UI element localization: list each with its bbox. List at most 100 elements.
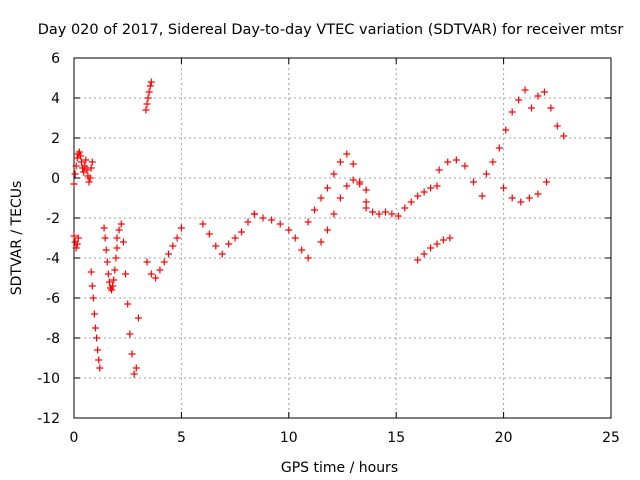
data-point bbox=[128, 350, 136, 358]
data-point bbox=[482, 170, 490, 178]
data-point bbox=[250, 210, 258, 218]
data-point bbox=[362, 186, 370, 194]
data-point bbox=[268, 216, 276, 224]
data-point bbox=[525, 194, 533, 202]
data-point bbox=[414, 256, 422, 264]
data-point bbox=[540, 88, 548, 96]
y-tick-label: -10 bbox=[37, 371, 60, 387]
data-point bbox=[420, 250, 428, 258]
data-point bbox=[110, 276, 118, 284]
data-point bbox=[199, 220, 207, 228]
data-point bbox=[165, 250, 173, 258]
data-point bbox=[500, 184, 508, 192]
data-point bbox=[72, 162, 80, 170]
data-point bbox=[311, 206, 319, 214]
data-point bbox=[553, 122, 561, 130]
x-axis-label: GPS time / hours bbox=[281, 460, 398, 476]
data-point bbox=[534, 190, 542, 198]
data-point bbox=[122, 270, 130, 278]
data-point bbox=[330, 170, 338, 178]
data-point bbox=[100, 224, 108, 232]
y-tick-label: 2 bbox=[51, 131, 60, 147]
data-point bbox=[401, 204, 409, 212]
data-point bbox=[439, 236, 447, 244]
data-point bbox=[134, 314, 142, 322]
data-point bbox=[304, 254, 312, 262]
data-point bbox=[547, 104, 555, 112]
data-point bbox=[461, 162, 469, 170]
data-point bbox=[298, 246, 306, 254]
data-point bbox=[89, 294, 97, 302]
data-point bbox=[143, 258, 151, 266]
data-point bbox=[452, 156, 460, 164]
data-point bbox=[147, 78, 155, 86]
data-point bbox=[478, 192, 486, 200]
data-point bbox=[88, 158, 96, 166]
data-point bbox=[534, 92, 542, 100]
data-point bbox=[113, 234, 121, 242]
data-point bbox=[96, 364, 104, 372]
data-point bbox=[521, 86, 529, 94]
data-point bbox=[81, 162, 89, 170]
data-point bbox=[285, 226, 293, 234]
data-point bbox=[169, 242, 177, 250]
data-point bbox=[336, 158, 344, 166]
x-tick-label: 0 bbox=[70, 430, 79, 446]
y-tick-label: 4 bbox=[51, 91, 60, 107]
data-point bbox=[82, 156, 90, 164]
data-point bbox=[388, 210, 396, 218]
data-point bbox=[349, 176, 357, 184]
data-point bbox=[105, 278, 113, 286]
data-point bbox=[394, 212, 402, 220]
data-point bbox=[156, 266, 164, 274]
data-point bbox=[218, 250, 226, 258]
data-point bbox=[95, 356, 103, 364]
data-point bbox=[145, 88, 153, 96]
data-point bbox=[70, 180, 78, 188]
data-point bbox=[508, 194, 516, 202]
data-point bbox=[83, 166, 91, 174]
data-point bbox=[502, 126, 510, 134]
data-point bbox=[560, 132, 568, 140]
y-tick-label: 6 bbox=[51, 51, 60, 67]
data-point bbox=[109, 282, 117, 290]
data-point bbox=[75, 148, 83, 156]
data-point bbox=[515, 96, 523, 104]
data-point bbox=[144, 94, 152, 102]
data-point bbox=[108, 286, 116, 294]
data-point bbox=[119, 238, 127, 246]
data-point bbox=[132, 364, 140, 372]
y-tick-label: -2 bbox=[46, 211, 60, 227]
data-point bbox=[336, 194, 344, 202]
data-point bbox=[259, 214, 267, 222]
data-point bbox=[130, 370, 138, 378]
data-point bbox=[238, 228, 246, 236]
data-point bbox=[304, 218, 312, 226]
data-point bbox=[142, 106, 150, 114]
data-point bbox=[205, 230, 213, 238]
data-point bbox=[446, 234, 454, 242]
x-tick-label: 10 bbox=[280, 430, 298, 446]
y-tick-label: -8 bbox=[46, 331, 60, 347]
data-point bbox=[420, 188, 428, 196]
data-point bbox=[362, 204, 370, 212]
data-point bbox=[356, 178, 364, 186]
data-point bbox=[76, 152, 84, 160]
data-point bbox=[173, 234, 181, 242]
data-point bbox=[343, 182, 351, 190]
data-point bbox=[369, 208, 377, 216]
data-markers bbox=[70, 78, 568, 378]
data-point bbox=[87, 164, 95, 172]
data-point bbox=[433, 182, 441, 190]
y-tick-label: 0 bbox=[51, 171, 60, 187]
data-point bbox=[433, 240, 441, 248]
data-point bbox=[73, 240, 81, 248]
data-point bbox=[112, 254, 120, 262]
data-point bbox=[495, 144, 503, 152]
data-point bbox=[444, 158, 452, 166]
data-point bbox=[71, 170, 79, 178]
data-point bbox=[111, 266, 119, 274]
y-tick-label: -4 bbox=[46, 251, 60, 267]
